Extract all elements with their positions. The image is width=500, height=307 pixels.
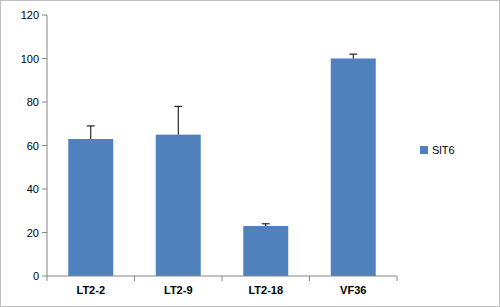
y-tick <box>42 145 47 146</box>
x-tick <box>134 276 135 281</box>
x-tick <box>309 276 310 281</box>
y-tick <box>42 15 47 16</box>
error-stem <box>353 54 354 58</box>
legend-label: SlT6 <box>432 144 455 156</box>
x-tick-label: LT2-2 <box>76 284 105 296</box>
x-tick <box>397 276 398 281</box>
chart: 0 20 40 60 80 100 120 LT2-2 LT2-9 LT2-18 VF36 SlT6 <box>0 0 500 307</box>
error-bar <box>174 106 182 134</box>
y-tick-label: 80 <box>27 96 39 108</box>
error-stem <box>178 106 179 134</box>
error-bar <box>349 54 357 58</box>
x-tick <box>222 276 223 281</box>
x-tick-label: VF36 <box>340 284 366 296</box>
y-tick-label: 100 <box>21 53 39 65</box>
error-bar <box>87 126 95 139</box>
error-bar <box>262 224 270 226</box>
y-tick <box>42 58 47 59</box>
x-tick <box>47 276 48 281</box>
y-tick <box>42 189 47 190</box>
y-tick <box>42 276 47 277</box>
y-tick <box>42 102 47 103</box>
error-cap <box>262 223 270 224</box>
y-axis <box>47 15 48 276</box>
bar <box>68 139 113 276</box>
bar <box>243 226 288 276</box>
bars <box>68 54 376 276</box>
x-tick-label: LT2-9 <box>164 284 193 296</box>
y-tick-label: 60 <box>27 140 39 152</box>
error-cap <box>174 106 182 107</box>
y-tick-label: 40 <box>27 183 39 195</box>
error-cap <box>349 54 357 55</box>
x-tick-label: LT2-18 <box>248 284 283 296</box>
y-tick-label: 20 <box>27 227 39 239</box>
bar <box>156 135 201 276</box>
y-tick-label: 120 <box>21 9 39 21</box>
y-tick-label: 0 <box>33 270 39 282</box>
error-cap <box>87 125 95 126</box>
chart-frame <box>1 1 500 307</box>
legend-swatch <box>420 146 428 154</box>
bar <box>331 59 376 277</box>
error-stem <box>90 126 91 139</box>
y-tick <box>42 232 47 233</box>
